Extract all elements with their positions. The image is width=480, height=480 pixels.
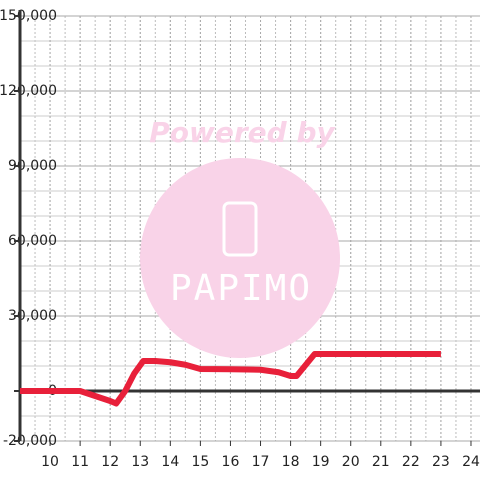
watermark-circle: [140, 158, 340, 358]
x-tick-label: 21: [372, 454, 390, 470]
y-tick-label: 120,000: [0, 83, 57, 99]
x-tick-label: 20: [342, 454, 360, 470]
plot: -20,000030,00060,00090,000120,000150,000…: [0, 8, 480, 470]
x-tick-label: 22: [402, 454, 420, 470]
x-tick-label: 23: [432, 454, 450, 470]
watermark-phone: [222, 201, 258, 257]
x-tick-label: 19: [312, 454, 330, 470]
y-tick-label: -20,000: [3, 433, 57, 449]
x-tick-label: 24: [462, 454, 480, 470]
x-tick-label: 13: [131, 454, 149, 470]
x-tick-label: 15: [191, 454, 209, 470]
data-line: [20, 351, 441, 407]
x-tick-label: 17: [252, 454, 270, 470]
x-tick-label: 11: [71, 454, 89, 470]
x-tick-label: 16: [222, 454, 240, 470]
y-tick-label: 150,000: [0, 8, 57, 24]
x-tick-label: 14: [161, 454, 179, 470]
x-tick-label: 12: [101, 454, 119, 470]
x-tick-label: 18: [282, 454, 300, 470]
x-tick-label: 10: [41, 454, 59, 470]
watermark-logo: PAPIMO: [170, 268, 312, 309]
watermark-text: Powered by: [149, 116, 336, 149]
